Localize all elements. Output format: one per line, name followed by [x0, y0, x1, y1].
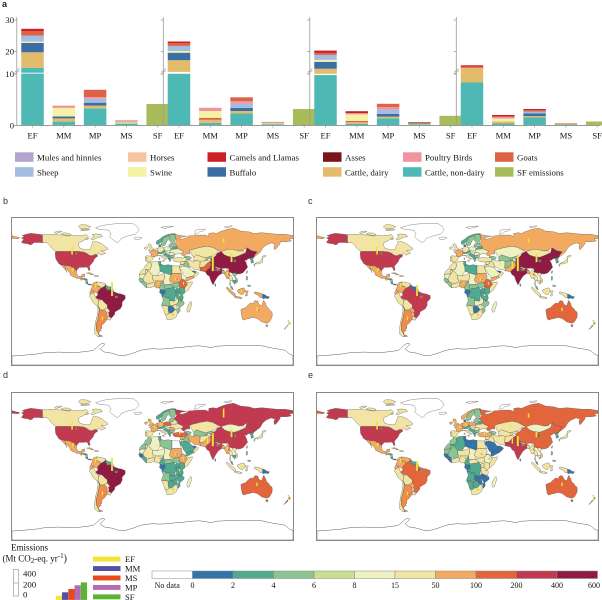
- svg-text:400: 400: [23, 569, 37, 579]
- svg-text:0: 0: [191, 581, 195, 590]
- svg-text:SF: SF: [592, 131, 602, 141]
- svg-text:EF: EF: [174, 131, 184, 141]
- svg-text:Buffalo: Buffalo: [230, 167, 257, 177]
- svg-text:SF: SF: [299, 131, 309, 141]
- svg-text:EF: EF: [27, 131, 37, 141]
- svg-text:Swine: Swine: [150, 167, 172, 177]
- svg-text:600: 600: [588, 581, 600, 590]
- svg-text:SF emissions: SF emissions: [517, 167, 564, 177]
- svg-text:Cattle, non-dairy: Cattle, non-dairy: [425, 167, 485, 177]
- svg-text:200: 200: [511, 581, 523, 590]
- svg-text:Mules and hinnies: Mules and hinnies: [37, 153, 102, 163]
- svg-text:SF: SF: [125, 592, 135, 600]
- svg-text:MP: MP: [125, 582, 138, 592]
- svg-text:MM: MM: [125, 564, 141, 574]
- svg-text:6: 6: [312, 581, 316, 590]
- svg-text:MS: MS: [120, 131, 133, 141]
- svg-text:MS: MS: [267, 131, 280, 141]
- svg-text:Cattle, dairy: Cattle, dairy: [345, 167, 389, 177]
- svg-text:Emissions: Emissions: [11, 543, 49, 553]
- svg-text:0: 0: [23, 590, 28, 600]
- svg-text:EF: EF: [320, 131, 330, 141]
- svg-text:MP: MP: [89, 131, 102, 141]
- svg-text:Camels and Llamas: Camels and Llamas: [230, 153, 300, 163]
- svg-text:4: 4: [272, 581, 276, 590]
- svg-text:100: 100: [470, 581, 482, 590]
- svg-text:EF: EF: [125, 554, 135, 564]
- svg-text:20: 20: [5, 47, 14, 57]
- svg-text:30: 30: [5, 15, 14, 25]
- svg-text:0: 0: [10, 121, 14, 131]
- svg-text:MM: MM: [349, 131, 365, 141]
- svg-text:MS: MS: [560, 131, 573, 141]
- svg-text:50: 50: [432, 581, 440, 590]
- svg-text:MS: MS: [125, 573, 138, 583]
- svg-text:400: 400: [551, 581, 563, 590]
- svg-text:10: 10: [5, 69, 14, 79]
- svg-text:SF: SF: [446, 131, 456, 141]
- svg-text:8: 8: [353, 581, 357, 590]
- svg-text:(Mt CO2-eq. yr-1): (Mt CO2-eq. yr-1): [3, 552, 67, 565]
- svg-text:Asses: Asses: [345, 153, 366, 163]
- svg-text:MP: MP: [528, 131, 541, 141]
- svg-text:200: 200: [23, 580, 37, 590]
- svg-text:MM: MM: [56, 131, 72, 141]
- svg-text:No data: No data: [155, 581, 181, 590]
- svg-text:EF: EF: [467, 131, 477, 141]
- svg-text:2: 2: [231, 581, 235, 590]
- svg-text:SF: SF: [153, 131, 163, 141]
- svg-text:15: 15: [391, 581, 399, 590]
- svg-text:MS: MS: [413, 131, 426, 141]
- svg-text:Poultry Birds: Poultry Birds: [425, 153, 473, 163]
- svg-text:MM: MM: [203, 131, 219, 141]
- svg-text:MP: MP: [235, 131, 248, 141]
- svg-text:Horses: Horses: [150, 153, 175, 163]
- svg-text:MM: MM: [496, 131, 512, 141]
- svg-text:Sheep: Sheep: [37, 167, 59, 177]
- svg-text:Goats: Goats: [517, 153, 538, 163]
- svg-text:MP: MP: [382, 131, 395, 141]
